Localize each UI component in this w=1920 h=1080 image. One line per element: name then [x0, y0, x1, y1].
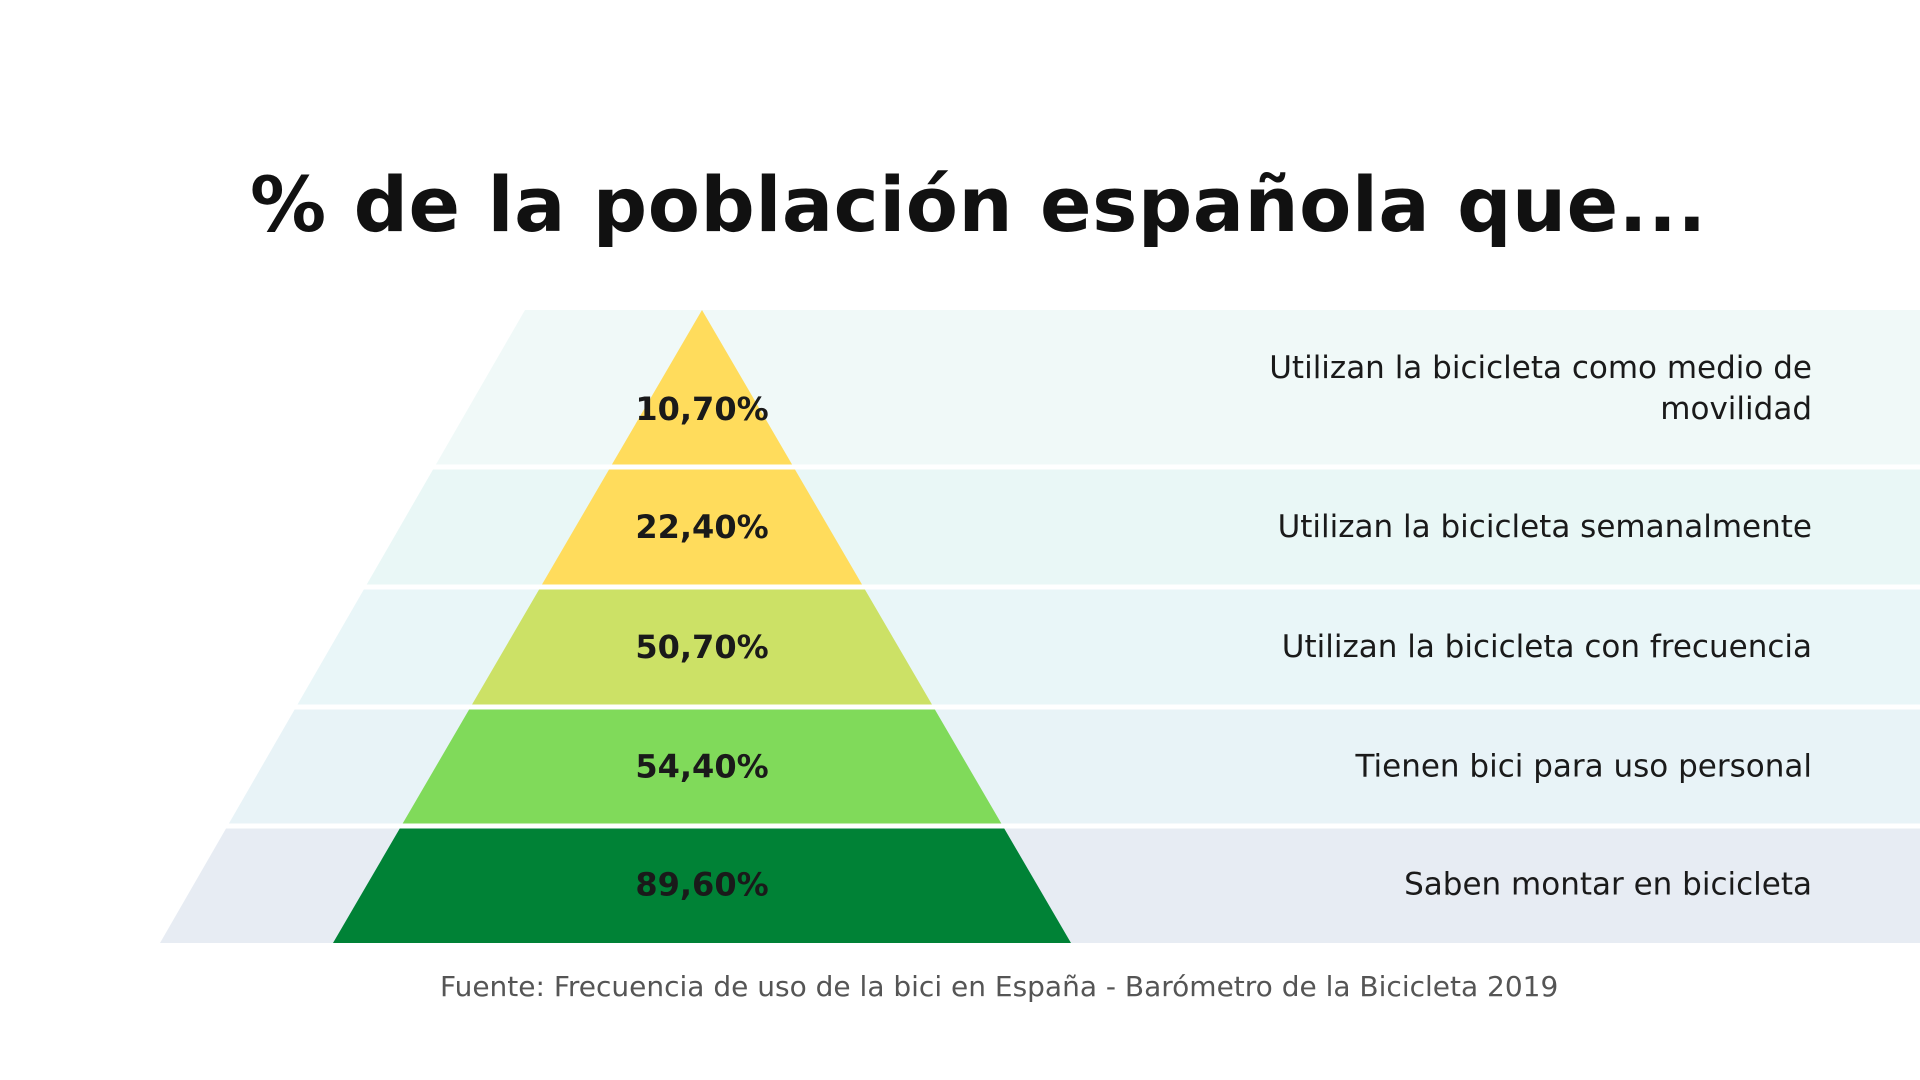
value-label: 10,70% — [635, 390, 768, 428]
pyramid-segment — [541, 469, 863, 585]
pyramid-band — [435, 310, 1920, 465]
pyramid-segment — [611, 310, 793, 465]
value-label: 89,60% — [635, 866, 768, 904]
value-label: 22,40% — [635, 508, 768, 546]
pyramid-segment — [333, 828, 1071, 943]
level-description: Tienen bici para uso personal — [1355, 749, 1812, 785]
level-description: Utilizan la bicicleta con frecuencia — [1282, 629, 1812, 665]
level-description: Saben montar en bicicleta — [1404, 867, 1812, 903]
value-label: 54,40% — [635, 748, 768, 786]
pyramid-segment — [402, 709, 1002, 824]
page-title: % de la población española que... — [250, 160, 1707, 249]
value-label: 50,70% — [635, 628, 768, 666]
source-note: Fuente: Frecuencia de uso de la bici en … — [440, 970, 1559, 1003]
level-description: Utilizan la bicicleta semanalmente — [1278, 509, 1812, 545]
pyramid-segment — [472, 589, 932, 705]
level-description: movilidad — [1660, 391, 1812, 427]
level-description: Utilizan la bicicleta como medio de — [1269, 350, 1812, 386]
pyramid-chart: 10,70% Utilizan la bicicleta como medio d… — [160, 310, 1920, 943]
